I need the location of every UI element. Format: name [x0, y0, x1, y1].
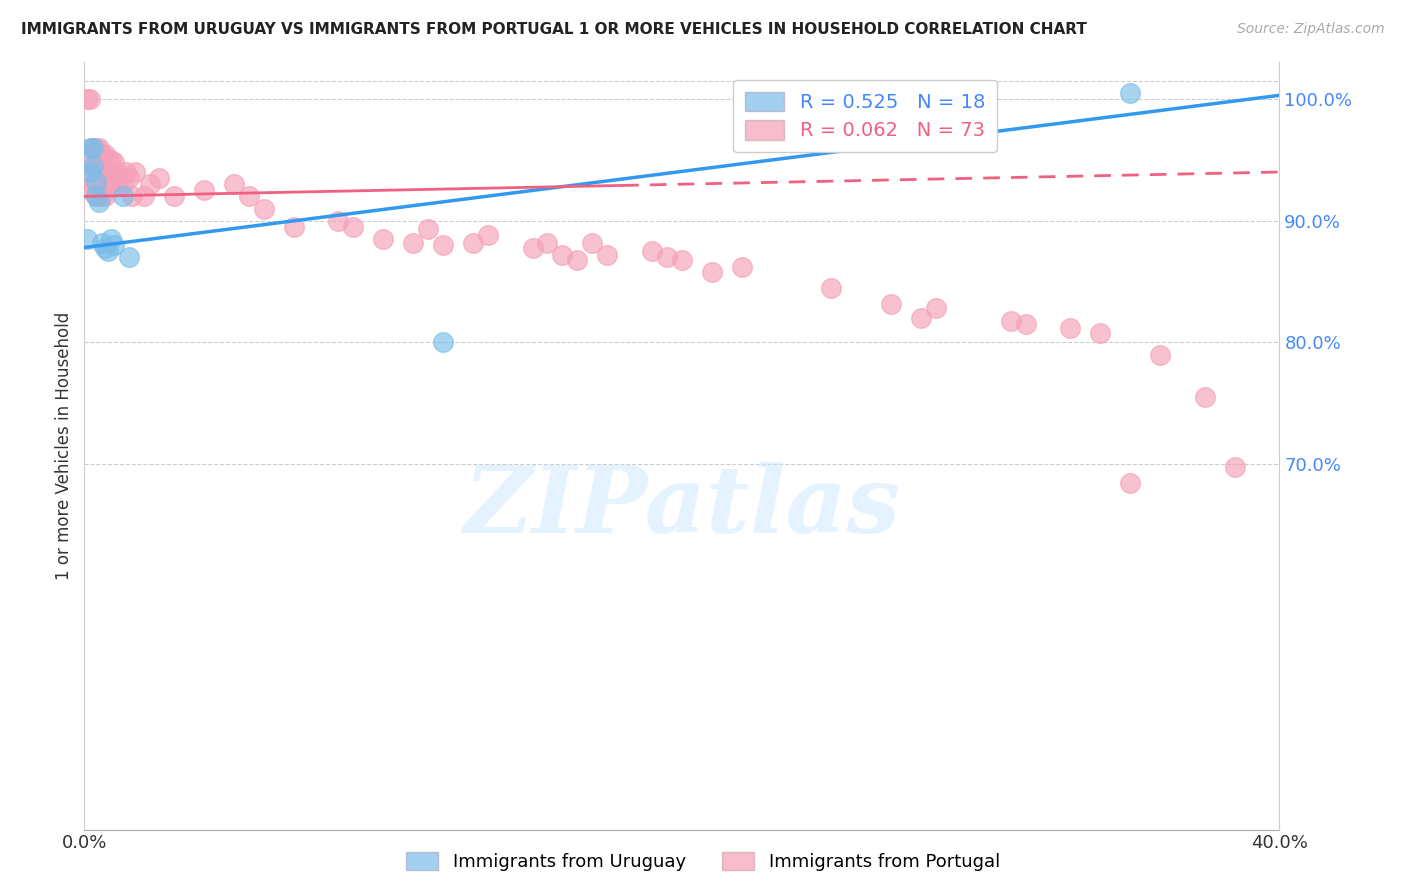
Point: [82, 159, 104, 173]
Point: [86, 189, 108, 203]
Point: [79, 183, 101, 197]
Point: [121, 189, 143, 203]
Point: [94, 146, 117, 161]
Point: [1149, 348, 1171, 362]
Point: [91, 165, 114, 179]
Point: [94, 165, 117, 179]
Point: [328, 213, 350, 227]
Point: [100, 153, 122, 167]
Point: [97, 153, 120, 167]
Point: [910, 128, 932, 143]
Point: [103, 238, 125, 252]
Point: [536, 235, 558, 250]
Point: [82, 159, 104, 173]
Point: [655, 250, 678, 264]
Point: [641, 244, 664, 259]
Point: [253, 202, 276, 216]
Point: [86, 159, 108, 173]
Legend: R = 0.525   N = 18, R = 0.062   N = 73: R = 0.525 N = 18, R = 0.062 N = 73: [734, 79, 997, 152]
Point: [97, 178, 120, 192]
Point: [910, 311, 932, 326]
Point: [79, 165, 101, 179]
Point: [163, 189, 186, 203]
Point: [925, 301, 948, 316]
Point: [596, 248, 619, 262]
Point: [112, 189, 135, 203]
Point: [1194, 390, 1216, 404]
Point: [79, 141, 101, 155]
Point: [432, 335, 454, 350]
Point: [671, 252, 693, 267]
Point: [1119, 475, 1142, 490]
Point: [79, 146, 101, 161]
Text: ZIPatlas: ZIPatlas: [464, 462, 900, 552]
Point: [97, 244, 120, 259]
Point: [880, 296, 903, 310]
Point: [461, 235, 484, 250]
Point: [820, 281, 842, 295]
Point: [89, 189, 111, 203]
Point: [103, 155, 125, 169]
Point: [103, 179, 125, 194]
Point: [1090, 326, 1112, 340]
Point: [124, 165, 146, 179]
Point: [115, 165, 138, 179]
Point: [86, 189, 108, 203]
Point: [193, 183, 215, 197]
Point: [416, 222, 439, 236]
Point: [89, 141, 111, 155]
Point: [94, 240, 117, 254]
Point: [283, 219, 305, 234]
Point: [91, 189, 114, 203]
Point: [91, 235, 114, 250]
Point: [82, 178, 104, 192]
Point: [238, 189, 260, 203]
Point: [581, 235, 603, 250]
Point: [100, 232, 122, 246]
Point: [89, 195, 111, 210]
Point: [79, 92, 101, 106]
Text: Source: ZipAtlas.com: Source: ZipAtlas.com: [1237, 22, 1385, 37]
Point: [86, 141, 108, 155]
Point: [342, 219, 364, 234]
Point: [222, 178, 245, 192]
Point: [1014, 317, 1036, 331]
Point: [139, 178, 162, 192]
Point: [110, 171, 132, 186]
Point: [76, 232, 98, 246]
Point: [551, 248, 574, 262]
Point: [1000, 313, 1022, 327]
Point: [1223, 459, 1246, 474]
Point: [567, 252, 589, 267]
Point: [700, 265, 723, 279]
Legend: Immigrants from Uruguay, Immigrants from Portugal: Immigrants from Uruguay, Immigrants from…: [398, 845, 1008, 879]
Point: [522, 240, 544, 254]
Point: [432, 238, 454, 252]
Point: [76, 92, 98, 106]
Point: [86, 175, 108, 189]
Point: [89, 159, 111, 173]
Point: [94, 189, 117, 203]
Text: IMMIGRANTS FROM URUGUAY VS IMMIGRANTS FROM PORTUGAL 1 OR MORE VEHICLES IN HOUSEH: IMMIGRANTS FROM URUGUAY VS IMMIGRANTS FR…: [21, 22, 1087, 37]
Point: [100, 178, 122, 192]
Point: [118, 250, 141, 264]
Point: [373, 232, 395, 246]
Point: [148, 171, 170, 186]
Point: [91, 146, 114, 161]
Point: [82, 141, 104, 155]
Point: [1059, 321, 1081, 335]
Point: [112, 178, 135, 192]
Point: [731, 260, 754, 274]
Point: [118, 171, 141, 186]
Point: [76, 165, 98, 179]
Point: [477, 228, 499, 243]
Point: [82, 141, 104, 155]
Point: [1119, 86, 1142, 100]
Point: [105, 165, 128, 179]
Point: [132, 189, 156, 203]
Point: [402, 235, 425, 250]
Y-axis label: 1 or more Vehicles in Household: 1 or more Vehicles in Household: [55, 312, 73, 580]
